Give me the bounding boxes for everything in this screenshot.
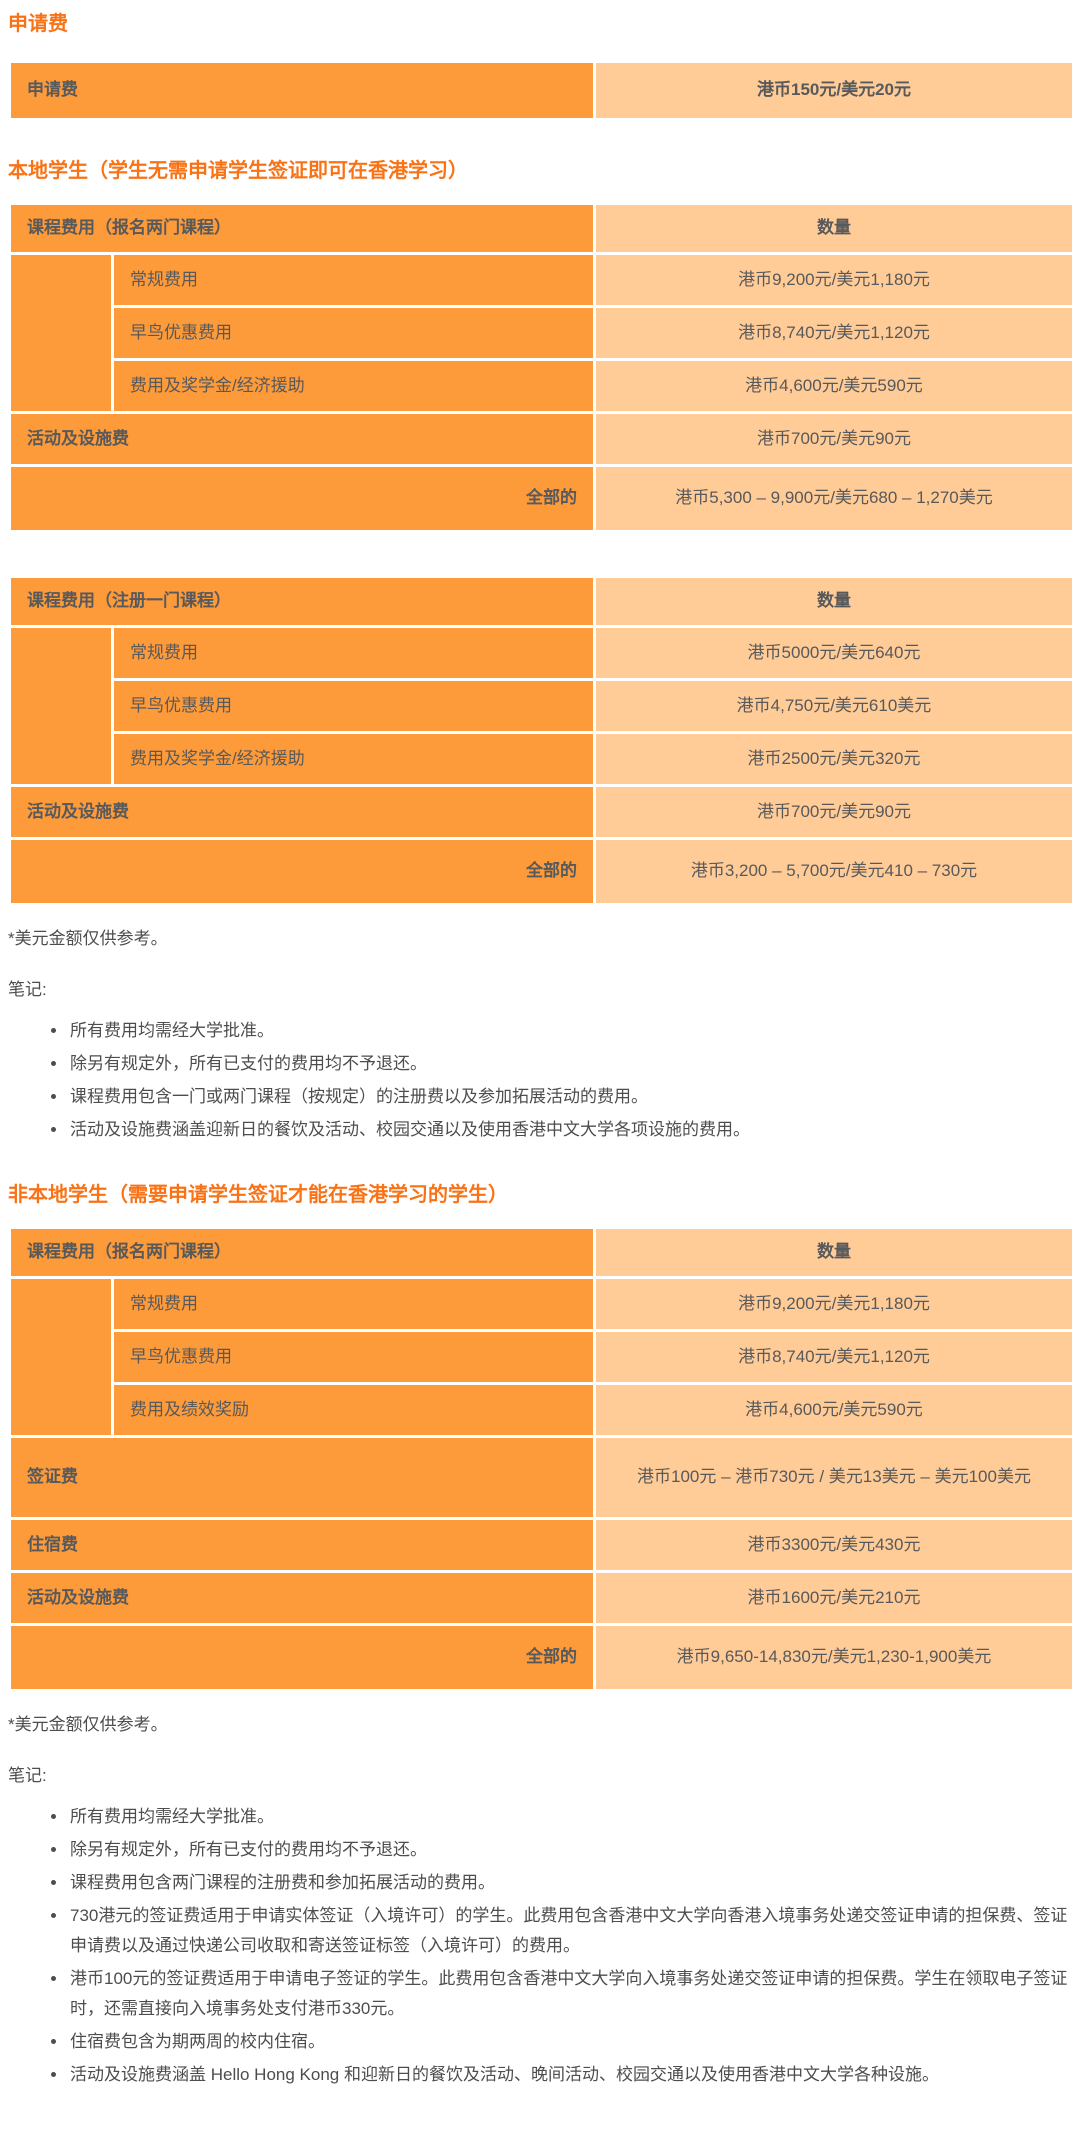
- table-row: 活动及设施费 港币700元/美元90元: [8, 411, 1075, 467]
- table-row: 常规费用 港币9,200元/美元1,180元: [8, 252, 1075, 414]
- fee-label-cell: 签证费: [8, 1435, 596, 1520]
- course-fee-header-cell: 课程费用（报名两门课程）: [8, 202, 596, 255]
- table-row: 费用及绩效奖励 港币4,600元/美元590元: [10, 1382, 1075, 1438]
- note-item: 活动及设施费涵盖 Hello Hong Kong 和迎新日的餐饮及活动、晚间活动…: [68, 2060, 1072, 2090]
- fee-label-cell: 住宿费: [8, 1517, 596, 1573]
- fee-value-cell: 港币9,200元/美元1,180元: [593, 252, 1075, 308]
- fee-value-cell: 港币100元 – 港币730元 / 美元13美元 – 美元100美元: [593, 1435, 1075, 1520]
- note-item: 住宿费包含为期两周的校内住宿。: [68, 2027, 1072, 2057]
- fee-label-cell: 活动及设施费: [8, 411, 596, 467]
- fee-value-cell: 港币150元/美元20元: [593, 60, 1075, 121]
- local-notes-list: 所有费用均需经大学批准。 除另有规定外，所有已支付的费用均不予退还。 课程费用包…: [8, 1016, 1072, 1145]
- note-item: 课程费用包含一门或两门课程（按规定）的注册费以及参加拓展活动的费用。: [68, 1082, 1072, 1112]
- notes-label: 笔记:: [8, 980, 47, 999]
- table-row: 费用及奖学金/经济援助 港币4,600元/美元590元: [10, 358, 1075, 414]
- fee-value-cell: 港币700元/美元90元: [593, 784, 1075, 840]
- indent-cell: [8, 625, 114, 787]
- amount-header-cell: 数量: [593, 202, 1075, 255]
- note-item: 除另有规定外，所有已支付的费用均不予退还。: [68, 1835, 1072, 1865]
- note-item: 除另有规定外，所有已支付的费用均不予退还。: [68, 1049, 1072, 1079]
- notes-label: 笔记:: [8, 1766, 47, 1785]
- indent-cell: [8, 252, 114, 414]
- fee-value-cell: 港币3300元/美元430元: [593, 1517, 1075, 1573]
- table-row: 签证费 港币100元 – 港币730元 / 美元13美元 – 美元100美元: [8, 1435, 1075, 1520]
- total-value-cell: 港币5,300 – 9,900元/美元680 – 1,270美元: [593, 464, 1075, 533]
- fee-label-cell: 活动及设施费: [8, 1570, 596, 1626]
- course-fee-header-cell: 课程费用（注册一门课程）: [8, 575, 596, 628]
- fee-value-cell: 港币5000元/美元640元: [593, 625, 1075, 681]
- fee-label-cell: 早鸟优惠费用: [111, 1329, 596, 1385]
- table-row: 住宿费 港币3300元/美元430元: [8, 1517, 1075, 1573]
- fee-value-cell: 港币4,600元/美元590元: [593, 1382, 1075, 1438]
- fee-value-cell: 港币2500元/美元320元: [593, 731, 1075, 787]
- table-row: 早鸟优惠费用 港币8,740元/美元1,120元: [10, 305, 1075, 361]
- table-row: 费用及奖学金/经济援助 港币2500元/美元320元: [10, 731, 1075, 787]
- table-row: 活动及设施费 港币1600元/美元210元: [8, 1570, 1075, 1626]
- amount-header-cell: 数量: [593, 575, 1075, 628]
- fee-label-cell: 费用及绩效奖励: [111, 1382, 596, 1438]
- fee-value-cell: 港币4,750元/美元610美元: [593, 678, 1075, 734]
- fee-value-cell: 港币8,740元/美元1,120元: [593, 305, 1075, 361]
- local-two-courses-table: 课程费用（报名两门课程） 数量 常规费用 港币9,200元/美元1,180元 早…: [8, 202, 1075, 533]
- fee-value-cell: 港币8,740元/美元1,120元: [593, 1329, 1075, 1385]
- note-item: 所有费用均需经大学批准。: [68, 1016, 1072, 1046]
- nonlocal-two-courses-table: 课程费用（报名两门课程） 数量 常规费用 港币9,200元/美元1,180元 早…: [8, 1226, 1075, 1692]
- usd-reference-footnote: *美元金额仅供参考。: [8, 1715, 168, 1734]
- note-item: 730港元的签证费适用于申请实体签证（入境许可）的学生。此费用包含香港中文大学向…: [68, 1901, 1072, 1961]
- fee-label-cell: 早鸟优惠费用: [111, 678, 596, 734]
- nonlocal-notes-list: 所有费用均需经大学批准。 除另有规定外，所有已支付的费用均不予退还。 课程费用包…: [8, 1802, 1072, 2090]
- table-row: 早鸟优惠费用 港币4,750元/美元610美元: [10, 678, 1075, 734]
- local-one-course-table: 课程费用（注册一门课程） 数量 常规费用 港币5000元/美元640元 早鸟优惠…: [8, 575, 1075, 906]
- total-value-cell: 港币3,200 – 5,700元/美元410 – 730元: [593, 837, 1075, 906]
- table-row: 活动及设施费 港币700元/美元90元: [8, 784, 1075, 840]
- table-header-row: 课程费用（报名两门课程） 数量: [8, 1226, 1075, 1279]
- table-row: 早鸟优惠费用 港币8,740元/美元1,120元: [10, 1329, 1075, 1385]
- application-fee-title: 申请费: [8, 13, 68, 35]
- note-item: 港币100元的签证费适用于申请电子签证的学生。此费用包含香港中文大学向入境事务处…: [68, 1964, 1072, 2024]
- total-label-cell: 全部的: [8, 1623, 596, 1692]
- total-label-cell: 全部的: [8, 464, 596, 533]
- table-row: 常规费用 港币5000元/美元640元: [8, 625, 1075, 787]
- amount-header-cell: 数量: [593, 1226, 1075, 1279]
- fee-label-cell: 早鸟优惠费用: [111, 305, 596, 361]
- note-item: 所有费用均需经大学批准。: [68, 1802, 1072, 1832]
- application-fee-table: 申请费 港币150元/美元20元: [8, 60, 1075, 121]
- nonlocal-students-heading: 非本地学生（需要申请学生签证才能在香港学习的学生）: [8, 1184, 508, 1206]
- table-total-row: 全部的 港币5,300 – 9,900元/美元680 – 1,270美元: [8, 464, 1075, 533]
- course-fee-header-cell: 课程费用（报名两门课程）: [8, 1226, 596, 1279]
- table-row: 常规费用 港币9,200元/美元1,180元: [8, 1276, 1075, 1438]
- fee-label-cell: 常规费用: [111, 1276, 596, 1332]
- fee-label-cell: 费用及奖学金/经济援助: [111, 731, 596, 787]
- note-item: 活动及设施费涵盖迎新日的餐饮及活动、校园交通以及使用香港中文大学各项设施的费用。: [68, 1115, 1072, 1145]
- fee-value-cell: 港币700元/美元90元: [593, 411, 1075, 467]
- fee-value-cell: 港币9,200元/美元1,180元: [593, 1276, 1075, 1332]
- total-label-cell: 全部的: [8, 837, 596, 906]
- fee-value-cell: 港币4,600元/美元590元: [593, 358, 1075, 414]
- total-value-cell: 港币9,650-14,830元/美元1,230-1,900美元: [593, 1623, 1075, 1692]
- fee-label-cell: 费用及奖学金/经济援助: [111, 358, 596, 414]
- table-row: 申请费 港币150元/美元20元: [8, 60, 1075, 121]
- table-header-row: 课程费用（报名两门课程） 数量: [8, 202, 1075, 255]
- fee-label-cell: 常规费用: [111, 252, 596, 308]
- local-students-heading: 本地学生（学生无需申请学生签证即可在香港学习）: [8, 160, 468, 182]
- indent-cell: [8, 1276, 114, 1438]
- fee-label-cell: 常规费用: [111, 625, 596, 681]
- table-total-row: 全部的 港币3,200 – 5,700元/美元410 – 730元: [8, 837, 1075, 906]
- fee-value-cell: 港币1600元/美元210元: [593, 1570, 1075, 1626]
- fee-label-cell: 申请费: [8, 60, 596, 121]
- table-total-row: 全部的 港币9,650-14,830元/美元1,230-1,900美元: [8, 1623, 1075, 1692]
- note-item: 课程费用包含两门课程的注册费和参加拓展活动的费用。: [68, 1868, 1072, 1898]
- table-header-row: 课程费用（注册一门课程） 数量: [8, 575, 1075, 628]
- usd-reference-footnote: *美元金额仅供参考。: [8, 929, 168, 948]
- fee-label-cell: 活动及设施费: [8, 784, 596, 840]
